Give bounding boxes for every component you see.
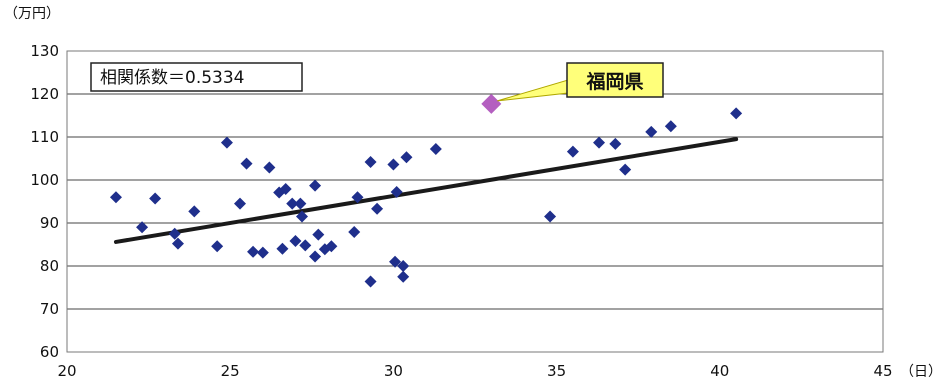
data-point (299, 239, 312, 252)
correlation-text: 相関係数＝0.5334 (100, 68, 244, 88)
data-point (351, 191, 364, 204)
y-tick-label: 100 (30, 171, 59, 189)
data-point (188, 205, 201, 218)
callout-label: 福岡県 (585, 70, 643, 93)
y-axis-unit: （万円） (4, 6, 60, 22)
data-point (233, 197, 246, 210)
data-point (276, 242, 289, 255)
data-point (168, 227, 181, 240)
data-point (309, 179, 322, 192)
x-tick-label: 45 (873, 362, 892, 380)
fukuoka-callout: 福岡県 (497, 62, 664, 102)
data-point (387, 158, 400, 171)
data-point (325, 240, 338, 253)
correlation-box (90, 62, 303, 92)
callout-pointer (497, 79, 569, 102)
data-point (364, 155, 377, 168)
data-point (364, 275, 377, 288)
x-tick-label: 30 (384, 362, 403, 380)
x-tick-label: 35 (547, 362, 566, 380)
data-point (263, 161, 276, 174)
x-tick-label: 40 (710, 362, 729, 380)
callout-box (566, 62, 664, 98)
data-point (371, 202, 384, 215)
data-point (400, 151, 413, 164)
data-point (109, 191, 122, 204)
data-point (240, 157, 253, 170)
data-point (149, 192, 162, 205)
data-point (220, 136, 233, 149)
data-point (247, 245, 260, 258)
y-tick-label: 80 (40, 257, 59, 275)
data-point (664, 120, 677, 133)
data-point (171, 237, 184, 250)
data-point (286, 197, 299, 210)
data-point (389, 255, 402, 268)
y-tick-label: 120 (30, 85, 59, 103)
data-point (397, 260, 410, 272)
x-axis-unit: （日） (900, 364, 942, 380)
y-tick-label: 70 (40, 300, 59, 318)
data-point (312, 228, 325, 241)
data-point (619, 163, 632, 176)
gridlines (67, 93, 883, 310)
data-point (309, 250, 322, 263)
data-point (609, 137, 622, 150)
y-axis-ticks: 60 70 80 90 100 110 120 130 (30, 42, 59, 361)
data-points (109, 93, 743, 288)
data-point (279, 183, 292, 196)
data-point (256, 246, 269, 259)
data-point (348, 226, 361, 239)
data-point (429, 143, 442, 156)
data-point (211, 240, 224, 253)
y-tick-label: 90 (40, 214, 59, 232)
trendline (113, 137, 739, 244)
plot-area (66, 50, 884, 353)
data-point (136, 221, 149, 234)
data-point (544, 210, 557, 223)
data-point (294, 197, 307, 210)
data-point (296, 210, 309, 223)
x-axis-ticks: 20 25 30 35 40 45 (57, 362, 892, 380)
y-tick-label: 110 (30, 128, 59, 146)
data-point (593, 136, 606, 149)
x-tick-label: 20 (57, 362, 76, 380)
data-point (289, 235, 302, 248)
data-point (566, 145, 579, 158)
data-point (645, 125, 658, 138)
data-point-fukuoka (481, 93, 502, 114)
data-point (390, 186, 403, 199)
data-point (730, 107, 743, 120)
x-tick-label: 25 (221, 362, 240, 380)
y-tick-label: 60 (40, 343, 59, 361)
correlation-annotation: 相関係数＝0.5334 (90, 62, 303, 92)
y-tick-label: 130 (30, 42, 59, 60)
data-point (397, 270, 410, 283)
